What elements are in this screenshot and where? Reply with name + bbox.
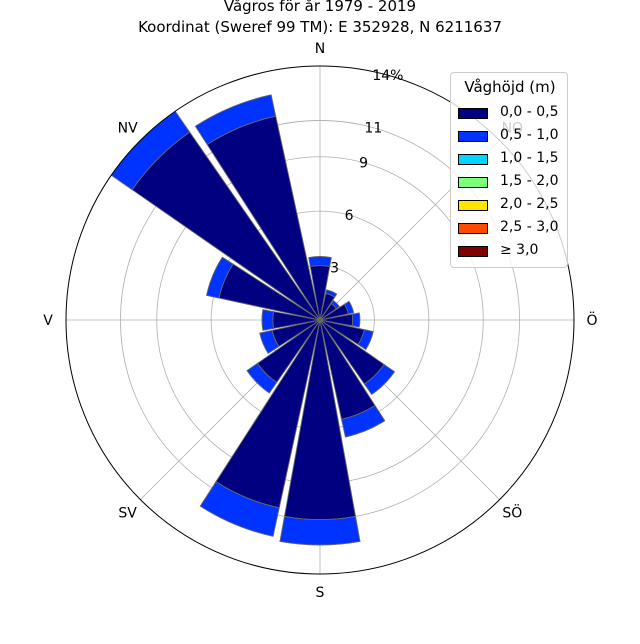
radial-tick-label-1: 6 (345, 208, 354, 224)
bar-45-band-1 (330, 299, 341, 310)
bar-292.5-band-1 (205, 256, 234, 299)
bar-180-band-1 (279, 515, 361, 546)
chart-title-line-1: Vågros för år 1979 - 2019 (223, 0, 417, 15)
legend-title: Våghöjd (m) (464, 78, 556, 96)
direction-label-0: N (315, 41, 325, 57)
bar-202.5-band-1 (199, 481, 280, 537)
legend-swatch (458, 108, 488, 119)
legend-swatch (458, 200, 488, 211)
bar-337.5-band-1 (194, 94, 277, 146)
legend-swatch (458, 223, 488, 234)
chart-title-line-2: Koordinat (Sweref 99 TM): E 352928, N 62… (138, 18, 502, 36)
legend-label: ≥ 3,0 (500, 242, 539, 258)
direction-label-5: SV (118, 505, 137, 521)
legend-swatch (458, 131, 488, 142)
bar-225-band-1 (246, 362, 278, 394)
legend-swatch (458, 177, 488, 188)
legend-label: 0,0 - 0,5 (500, 104, 559, 120)
direction-label-4: S (316, 585, 325, 601)
outer-circle (65, 65, 575, 575)
bar-112.5-band-1 (357, 329, 374, 351)
radial-tick-label-4: 14% (372, 68, 403, 84)
radial-tick-label-0: 3 (330, 261, 339, 277)
bar-67.5-band-1 (343, 300, 355, 315)
radial-tick-label-2: 9 (359, 156, 368, 172)
bar-135-band-1 (363, 363, 396, 396)
direction-label-3: SÖ (502, 503, 522, 521)
direction-label-7: NV (118, 121, 138, 137)
legend-label: 1,5 - 2,0 (500, 173, 559, 189)
bar-270-band-1 (261, 309, 275, 331)
bar-157.5-band-1 (341, 404, 386, 438)
legend-label: 0,5 - 1,0 (500, 127, 559, 143)
legend-swatch (458, 246, 488, 257)
radial-tick-label-3: 11 (364, 121, 382, 137)
legend: Våghöjd (m) 0,0 - 0,5 0,5 - 1,0 1,0 - 1,5 1… (450, 72, 568, 268)
legend-label: 2,5 - 3,0 (500, 219, 559, 235)
legend-swatch (458, 154, 488, 165)
direction-label-6: V (43, 313, 53, 329)
legend-label: 2,0 - 2,5 (500, 196, 559, 212)
direction-label-2: Ö (586, 311, 597, 329)
bar-90-band-1 (351, 312, 361, 328)
legend-label: 1,0 - 1,5 (500, 150, 559, 166)
bar-247.5-band-1 (259, 329, 280, 354)
bar-22.5-band-1 (325, 289, 338, 298)
bar-0-band-1 (308, 256, 332, 267)
